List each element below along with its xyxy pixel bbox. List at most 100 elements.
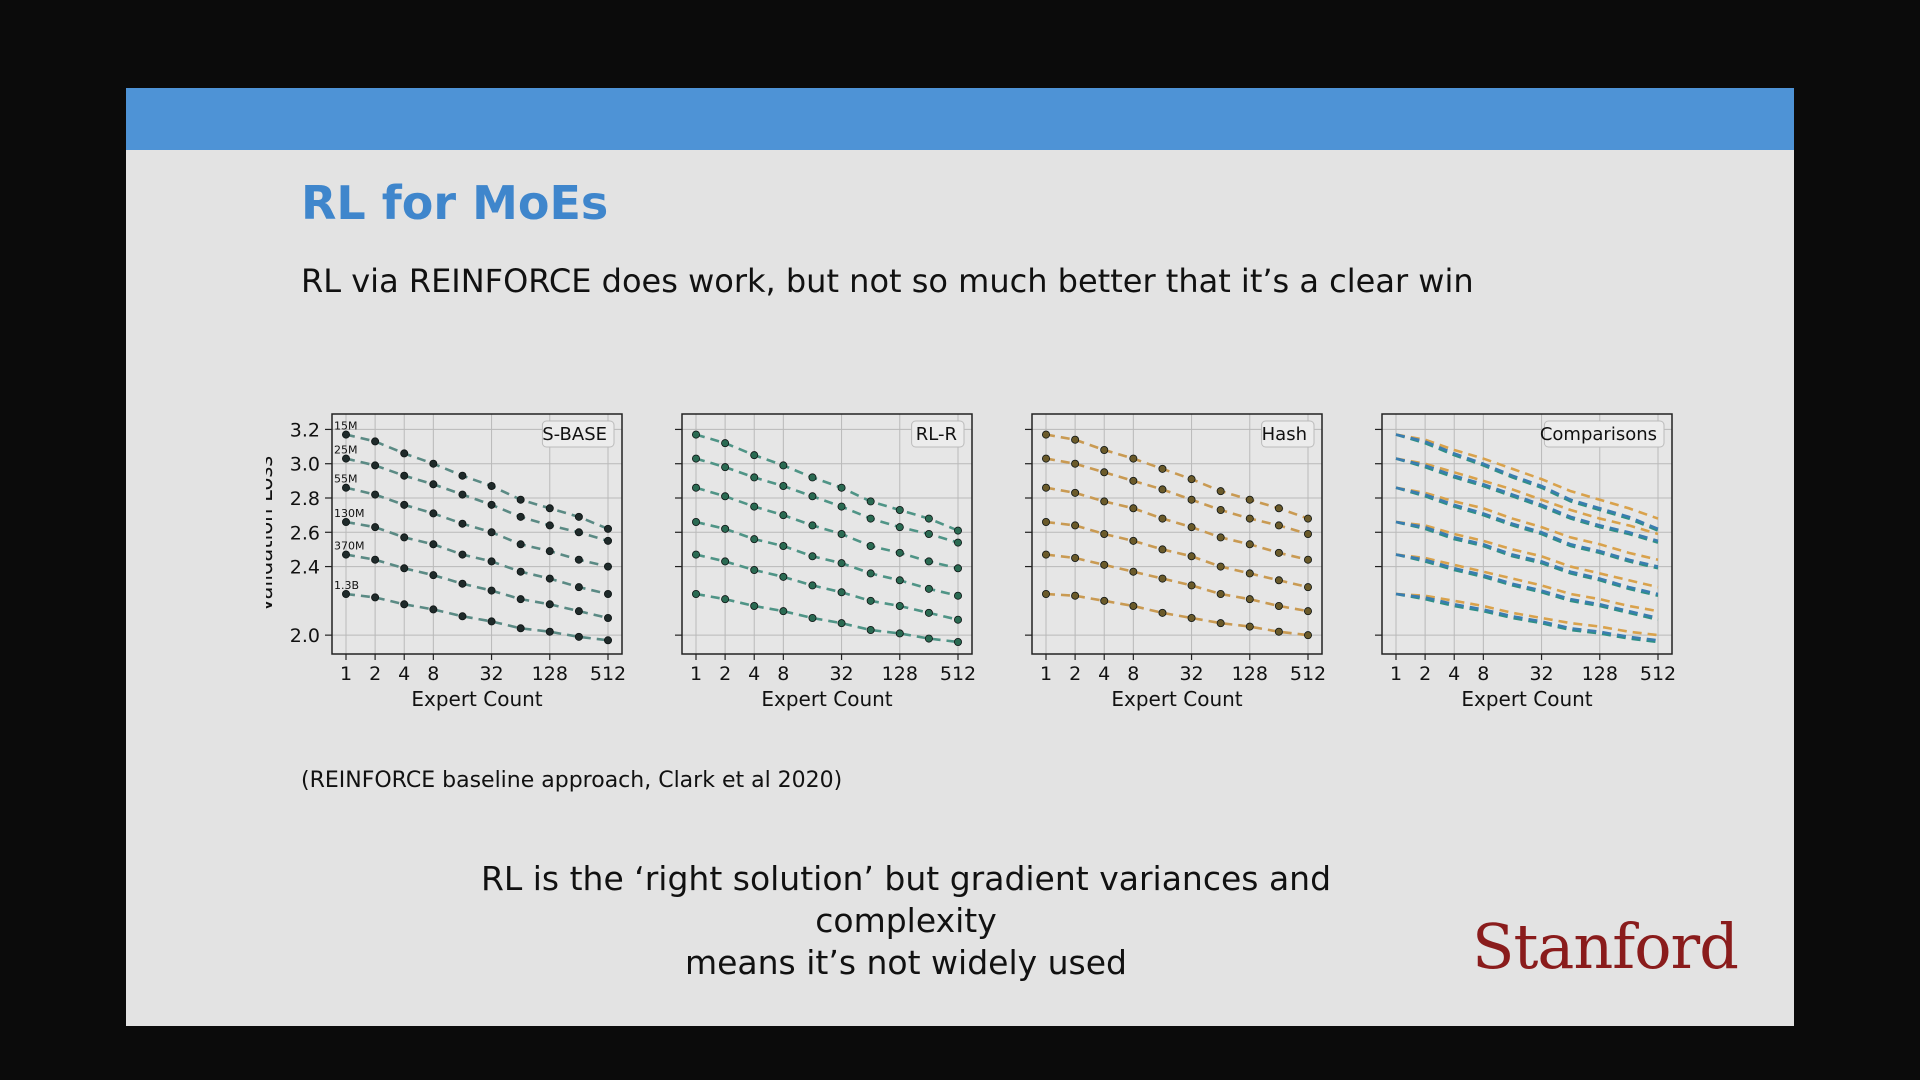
data-point — [808, 521, 817, 530]
data-point — [750, 451, 759, 460]
data-point — [1100, 530, 1109, 539]
data-point — [1158, 514, 1167, 523]
data-point — [1274, 627, 1283, 636]
data-point — [1100, 446, 1109, 455]
data-point — [1129, 601, 1138, 610]
x-tick-label: 1 — [1390, 663, 1402, 685]
series-label: 25M — [334, 444, 358, 457]
data-point — [342, 518, 351, 527]
data-point — [1158, 608, 1167, 617]
data-point — [429, 509, 438, 518]
data-point — [721, 439, 730, 448]
data-point — [400, 500, 409, 509]
x-tick-label: 128 — [532, 663, 568, 685]
data-point — [721, 492, 730, 501]
slide-title: RL for MoEs — [301, 176, 609, 230]
data-point — [1042, 589, 1051, 598]
data-point — [691, 454, 700, 463]
x-tick-label: 128 — [882, 663, 918, 685]
data-point — [545, 504, 554, 513]
data-point — [1245, 595, 1254, 604]
x-axis-label: Expert Count — [1461, 687, 1592, 711]
data-point — [516, 624, 525, 633]
y-tick-label: 3.0 — [290, 454, 320, 476]
data-point — [954, 637, 963, 646]
data-point — [574, 512, 583, 521]
series-line — [345, 520, 609, 596]
data-point — [400, 600, 409, 609]
slide-subtitle: RL via REINFORCE does work, but not so m… — [301, 262, 1474, 300]
data-point — [371, 555, 380, 564]
data-point — [924, 530, 933, 539]
data-point — [1187, 475, 1196, 484]
data-point — [808, 581, 817, 590]
data-point — [721, 524, 730, 533]
data-point — [603, 613, 612, 622]
x-tick-label: 8 — [1477, 663, 1489, 685]
data-point — [342, 483, 351, 492]
data-point — [545, 627, 554, 636]
series-line — [345, 433, 609, 531]
data-point — [691, 550, 700, 559]
data-point — [371, 523, 380, 532]
x-tick-label: 2 — [719, 663, 731, 685]
data-point — [721, 557, 730, 566]
data-point — [516, 495, 525, 504]
data-point — [691, 589, 700, 598]
series-line — [1395, 457, 1659, 536]
series-line — [1395, 457, 1659, 543]
data-point — [1042, 518, 1051, 527]
data-point — [779, 482, 788, 491]
data-point — [750, 502, 759, 511]
x-tick-label: 8 — [427, 663, 439, 685]
series-label: 15M — [334, 420, 358, 433]
data-point — [779, 572, 788, 581]
data-point — [750, 565, 759, 574]
data-point — [866, 497, 875, 506]
data-point — [837, 559, 846, 568]
data-point — [458, 579, 467, 588]
data-point — [1216, 533, 1225, 542]
data-point — [487, 586, 496, 595]
data-point — [487, 617, 496, 626]
series-line — [345, 486, 609, 568]
data-point — [458, 471, 467, 480]
x-tick-label: 512 — [590, 663, 626, 685]
data-point — [691, 483, 700, 492]
data-point — [1129, 454, 1138, 463]
series-line — [695, 553, 959, 621]
data-point — [1100, 497, 1109, 506]
data-point — [458, 490, 467, 499]
data-point — [691, 430, 700, 439]
chart-panel-2: RL-R 1 2 4 8 32 128 512 Expert Count — [675, 413, 976, 711]
data-point — [1071, 521, 1080, 530]
series-line — [1395, 520, 1659, 589]
data-point — [837, 530, 846, 539]
data-point — [429, 540, 438, 549]
series-line — [695, 520, 959, 597]
series-line — [1045, 457, 1309, 536]
data-point — [779, 461, 788, 470]
chart-panel-4: Comparisons 1 2 4 8 32 128 512 Expert Count — [1375, 413, 1676, 711]
x-tick-label: 512 — [940, 663, 976, 685]
data-point — [1274, 601, 1283, 610]
data-point — [779, 607, 788, 616]
data-point — [1274, 576, 1283, 585]
data-point — [837, 619, 846, 628]
data-point — [808, 613, 817, 622]
data-point — [1042, 550, 1051, 559]
data-point — [808, 552, 817, 561]
data-point — [1071, 553, 1080, 562]
data-point — [429, 605, 438, 614]
data-point — [1071, 435, 1080, 444]
data-point — [574, 632, 583, 641]
series-line — [1395, 520, 1659, 597]
plot-frame — [681, 413, 973, 655]
plot-frame — [1031, 413, 1323, 655]
data-point — [516, 595, 525, 604]
data-point — [1158, 464, 1167, 473]
data-point — [954, 526, 963, 535]
x-tick-label: 4 — [398, 663, 410, 685]
conclusion-text: RL is the ‘right solution’ but gradient … — [406, 858, 1406, 984]
